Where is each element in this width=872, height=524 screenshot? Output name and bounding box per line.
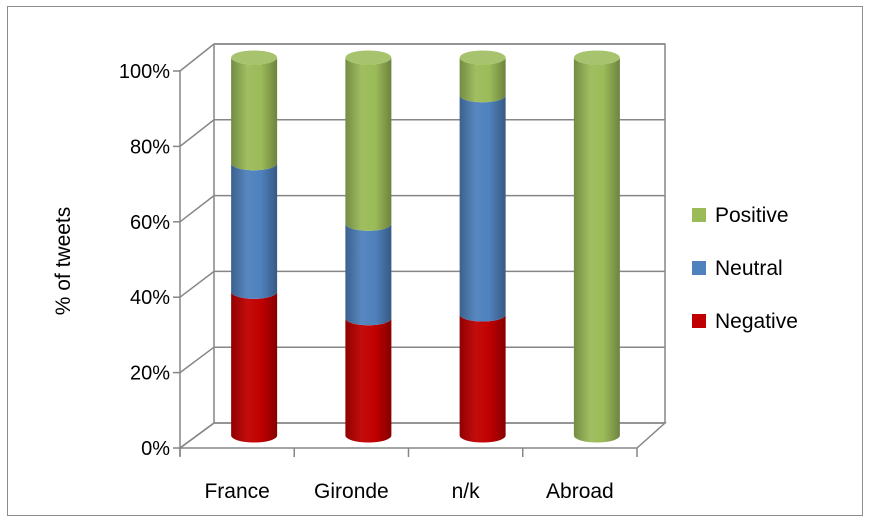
bar-segment-n-k-positive (459, 57, 506, 103)
legend: Positive Neutral Negative (692, 204, 798, 333)
bar-segment-abroad-positive (573, 57, 620, 443)
y-tick-label: 80% (130, 136, 170, 158)
x-axis-ticks: France Gironde n/k Abroad (179, 448, 638, 503)
x-tick-label: n/k (452, 480, 481, 503)
legend-swatch-negative (692, 314, 706, 328)
y-tick-label: 60% (130, 212, 170, 234)
gridline (179, 194, 665, 223)
gridline (179, 119, 665, 147)
legend-swatch-neutral (692, 261, 706, 275)
bar-top-france (231, 50, 278, 65)
gridline (179, 270, 665, 298)
bar-segment-n-k-negative (459, 314, 506, 443)
y-axis-ticks: 0% 20% 40% 60% 80% 100% (119, 61, 180, 460)
bar-segment-n-k-neutral (459, 95, 506, 322)
bar-top-n-k (459, 50, 506, 65)
gridlines (179, 43, 665, 449)
chart-frame (7, 6, 863, 516)
x-tick-label: France (204, 480, 269, 503)
y-tick-label: 20% (130, 363, 170, 385)
bar-segment-france-positive (231, 57, 278, 171)
bar-segment-france-neutral (231, 163, 278, 299)
x-tick-label: Gironde (314, 480, 389, 503)
legend-label-negative: Negative (715, 310, 798, 333)
x-tick-label: Abroad (546, 480, 614, 503)
legend-label-positive: Positive (715, 204, 789, 227)
y-tick-label: 0% (141, 438, 170, 460)
y-tick-label: 40% (130, 287, 170, 309)
y-axis-label: % of tweets (52, 207, 75, 316)
y-tick-label: 100% (119, 61, 170, 83)
bar-top-abroad (573, 50, 620, 65)
gridline (179, 43, 665, 72)
bar-segment-france-negative (231, 291, 278, 443)
bar-segment-gironde-neutral (345, 223, 392, 326)
bar-top-gironde (345, 50, 392, 65)
bar-segment-gironde-negative (345, 318, 392, 443)
gridline (179, 422, 665, 449)
legend-swatch-positive (692, 208, 706, 222)
bars (231, 50, 620, 443)
bar-segment-gironde-positive (345, 57, 392, 231)
gridline (179, 346, 665, 374)
legend-label-neutral: Neutral (715, 257, 783, 280)
